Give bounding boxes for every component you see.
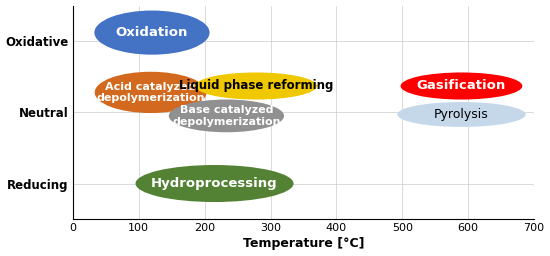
Text: Gasification: Gasification xyxy=(417,80,506,92)
X-axis label: Temperature [°C]: Temperature [°C] xyxy=(243,238,364,250)
Ellipse shape xyxy=(135,165,294,202)
Ellipse shape xyxy=(400,72,522,100)
Ellipse shape xyxy=(95,10,210,55)
Text: Pyrolysis: Pyrolysis xyxy=(434,108,489,121)
Text: Acid catalyzed
depolymerization: Acid catalyzed depolymerization xyxy=(96,82,205,103)
Text: Base catalyzed
depolymerization: Base catalyzed depolymerization xyxy=(172,105,280,127)
Text: Oxidation: Oxidation xyxy=(116,26,188,39)
Ellipse shape xyxy=(397,102,526,127)
Text: Hydroprocessing: Hydroprocessing xyxy=(151,177,278,190)
Ellipse shape xyxy=(195,72,317,100)
Ellipse shape xyxy=(95,72,207,113)
Ellipse shape xyxy=(169,100,284,132)
Text: Liquid phase reforming: Liquid phase reforming xyxy=(179,80,333,92)
